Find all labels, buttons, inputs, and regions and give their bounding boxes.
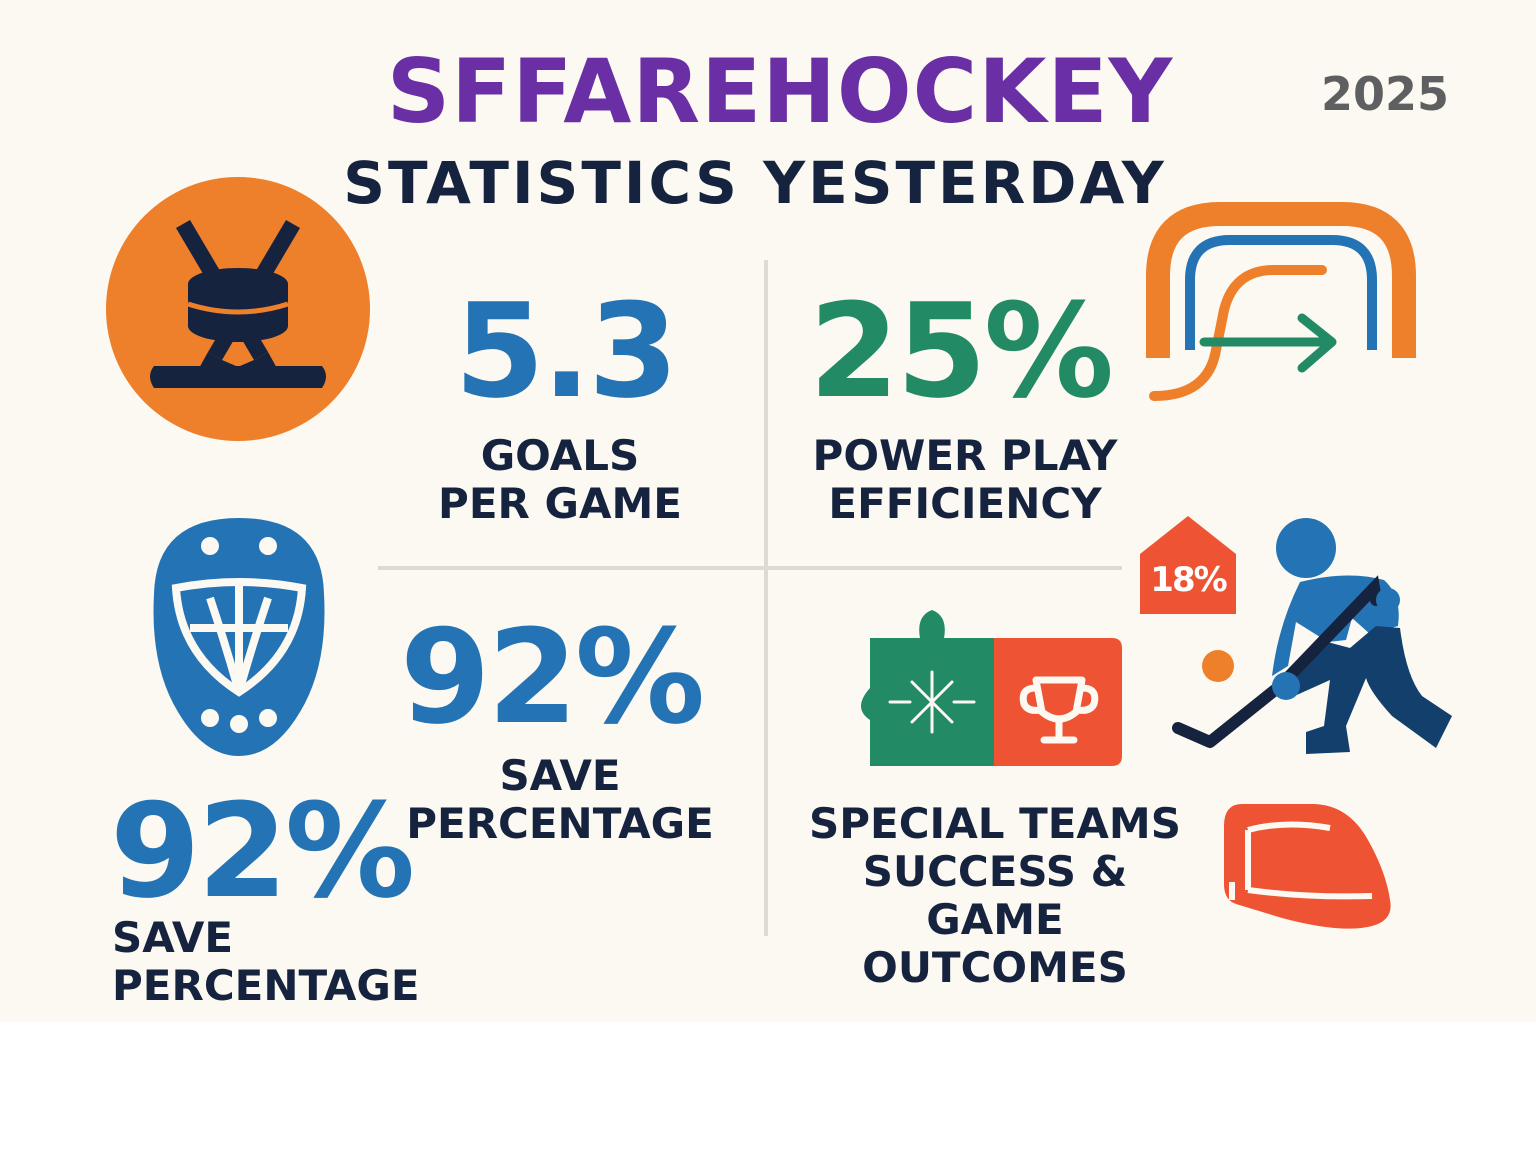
percent-tag-icon (1140, 516, 1236, 614)
goalie-mask-icon (153, 518, 325, 756)
horizontal-divider (378, 566, 1122, 570)
cap-icon (1224, 804, 1391, 929)
page-subtitle: STATISTICS YESTERDAY (343, 149, 1167, 217)
special-teams-label-line2: SUCCESS & (862, 847, 1128, 896)
vertical-divider (764, 260, 768, 936)
page-title: SFFAREHOCKEY (386, 40, 1174, 143)
power-play-label-line2: EFFICIENCY (828, 479, 1102, 528)
infographic-canvas: SFFAREHOCKEY STATISTICS YESTERDAY 2025 5… (0, 0, 1536, 1022)
goal-net-icon (1146, 202, 1416, 401)
percent-tag-value: 18% (1150, 560, 1227, 600)
power-play-value: 25% (808, 275, 1114, 427)
save-percentage-secondary-value: 92% (110, 775, 415, 927)
puck-sticks-icon (106, 177, 370, 441)
special-teams-label-line3: GAME OUTCOMES (862, 895, 1128, 992)
year-label: 2025 (1320, 67, 1450, 121)
goals-per-game-value: 5.3 (454, 275, 678, 427)
hockey-player-icon (1172, 518, 1452, 754)
special-teams-label-line1: SPECIAL TEAMS (809, 799, 1181, 848)
goals-label-line1: GOALS (480, 431, 640, 480)
save-label-line1: SAVE (499, 751, 621, 800)
save-percentage-secondary-label: SAVE PERCENTAGE (112, 913, 420, 1010)
save-percentage-value: 92% (400, 601, 705, 753)
puzzle-trophy-icon (861, 610, 1122, 766)
save-label-line2: PERCENTAGE (406, 799, 714, 848)
goals-label-line2: PER GAME (438, 479, 682, 528)
power-play-label-line1: POWER PLAY (812, 431, 1118, 480)
